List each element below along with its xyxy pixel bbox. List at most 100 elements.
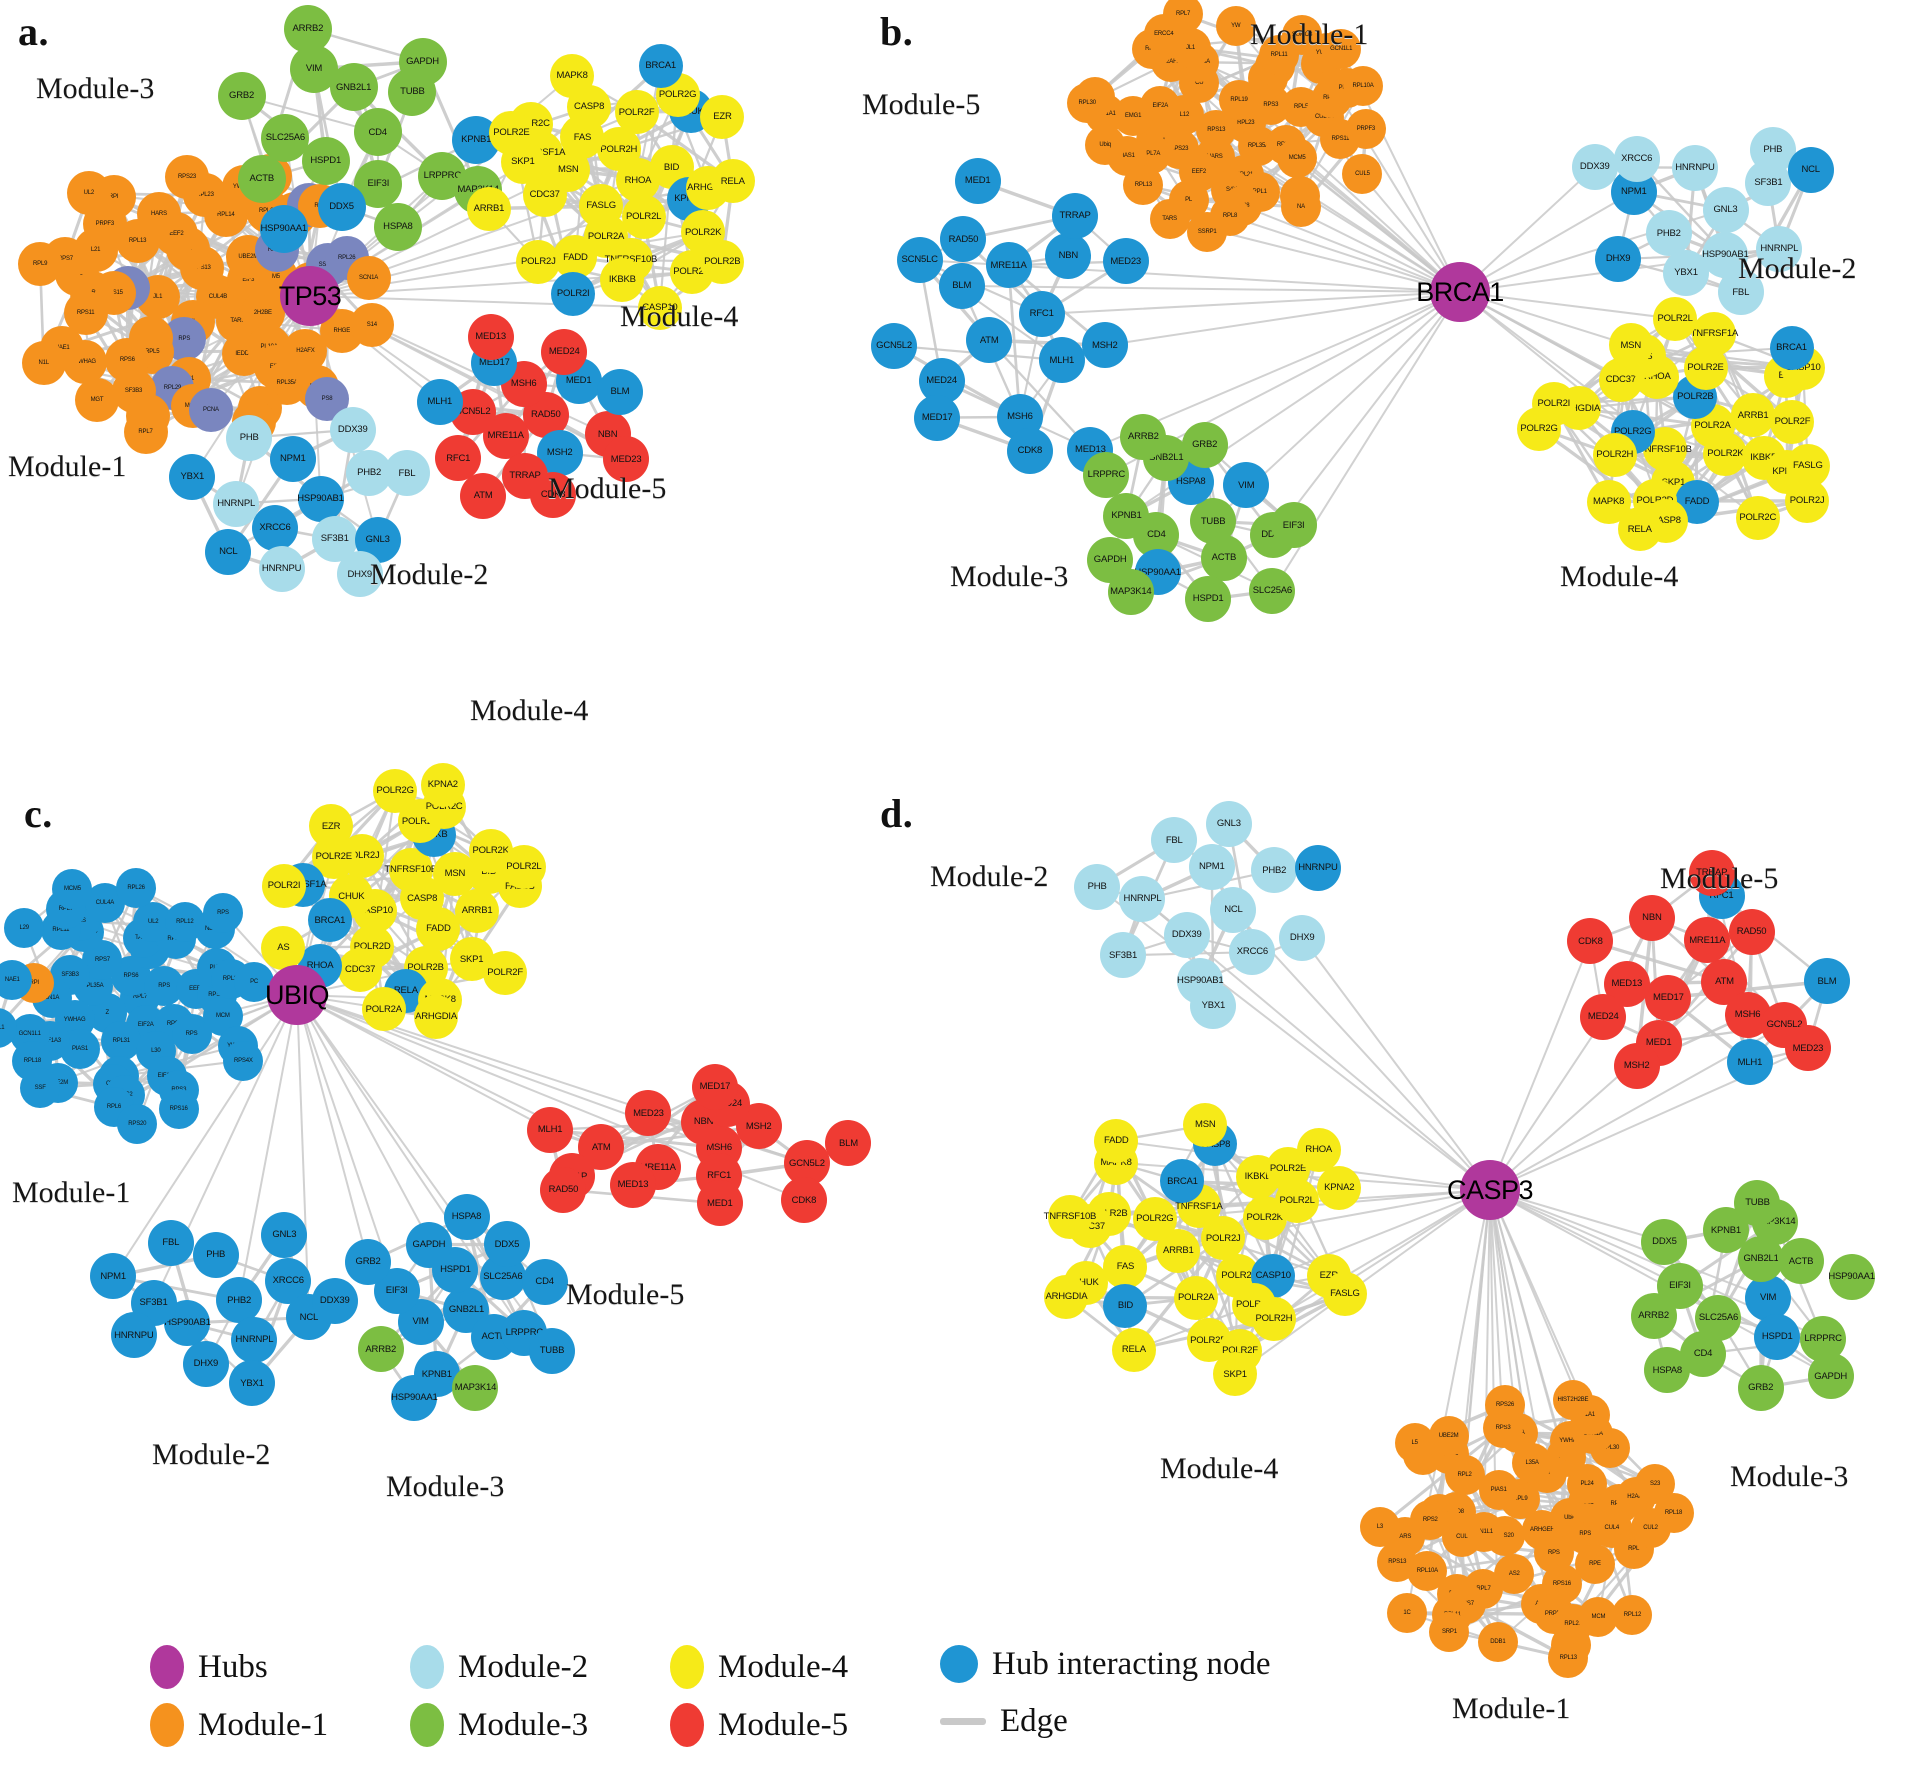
- panel-b-module2-node-DHX9[interactable]: DHX9: [1595, 236, 1642, 282]
- panel-c-module3-node-HSP90AA1[interactable]: HSP90AA1: [391, 1375, 438, 1422]
- panel-b-module5-node-MRE11A[interactable]: MRE11A: [985, 242, 1032, 289]
- panel-b-module5-node-NBN[interactable]: NBN: [1045, 232, 1092, 279]
- panel-c-module5-node-RAD50[interactable]: RAD50: [540, 1166, 587, 1213]
- panel-b-module3-node-EIF3I[interactable]: EIF3I: [1270, 502, 1317, 549]
- panel-a-module1-node-N1L[interactable]: N1L: [21, 341, 66, 386]
- panel-d-module5-node-BLM[interactable]: BLM: [1804, 958, 1850, 1005]
- panel-d-module4-node-FADD[interactable]: FADD: [1094, 1118, 1139, 1163]
- panel-d-module2-node-DDX39[interactable]: DDX39: [1163, 912, 1210, 959]
- panel-c-module4-node-AS[interactable]: AS: [261, 925, 306, 970]
- panel-a-module4-node-POLR2J[interactable]: POLR2J: [516, 239, 561, 284]
- panel-b-module1-node-TARS[interactable]: TARS: [1149, 199, 1190, 240]
- panel-b-module5-node-GCN5L2[interactable]: GCN5L2: [871, 322, 918, 369]
- panel-d-module2-node-NCL[interactable]: NCL: [1210, 887, 1257, 934]
- panel-d-module2-node-HNRNPU[interactable]: HNRNPU: [1294, 845, 1341, 892]
- panel-b-module2-node-NCL[interactable]: NCL: [1787, 146, 1834, 193]
- panel-a-module4-node-RELA[interactable]: RELA: [710, 159, 755, 204]
- panel-d-module1-node-HIST2H2BE[interactable]: HIST2H2BE: [1552, 1380, 1593, 1421]
- panel-a-module1-node-RPL7[interactable]: RPL7: [123, 410, 168, 455]
- panel-d-module4-node-BID[interactable]: BID: [1103, 1283, 1148, 1328]
- panel-c-module2-node-YBX1[interactable]: YBX1: [228, 1360, 275, 1407]
- panel-c-module4-node-BRCA1[interactable]: BRCA1: [307, 898, 352, 943]
- panel-a-module3-node-HSP90AA1[interactable]: HSP90AA1: [259, 205, 308, 254]
- panel-b-module5-node-RAD50[interactable]: RAD50: [940, 216, 987, 263]
- panel-c-module2-node-HNRNPU[interactable]: HNRNPU: [110, 1312, 157, 1359]
- panel-a-module4-node-ARRB1[interactable]: ARRB1: [466, 186, 511, 231]
- panel-a-hub-node[interactable]: TP53: [279, 266, 342, 326]
- panel-a-module5-node-MED24[interactable]: MED24: [541, 328, 588, 375]
- panel-b-module5-node-MED23[interactable]: MED23: [1102, 238, 1149, 285]
- panel-b-module1-node-SUMO3[interactable]: SUMO3: [1282, 14, 1323, 55]
- panel-c-module1-node-RPS16[interactable]: RPS16: [158, 1088, 199, 1129]
- panel-c-module2-node-FBL[interactable]: FBL: [147, 1219, 194, 1266]
- panel-c-module2-node-NPM1[interactable]: NPM1: [90, 1253, 137, 1300]
- panel-a-module3-node-DDX5[interactable]: DDX5: [317, 182, 366, 231]
- panel-a-module2-node-PHB[interactable]: PHB: [226, 414, 273, 461]
- panel-c-module5-node-MED13[interactable]: MED13: [609, 1161, 656, 1208]
- panel-b-module5-node-MSH2[interactable]: MSH2: [1081, 322, 1128, 369]
- panel-d-module1-node-L5[interactable]: L5: [1394, 1423, 1435, 1464]
- panel-b-module1-node-NA[interactable]: NA: [1280, 187, 1321, 228]
- panel-c-module1-node-RPL26[interactable]: RPL26: [116, 867, 157, 908]
- panel-d-module3-node-HSPA8[interactable]: HSPA8: [1644, 1347, 1691, 1394]
- panel-a-module2-node-HSP90AB1[interactable]: HSP90AB1: [297, 475, 344, 522]
- panel-a-module1-node-S14[interactable]: S14: [349, 303, 394, 348]
- panel-a-module4-node-IKBKB[interactable]: IKBKB: [600, 258, 645, 303]
- panel-d-module1-node-RPL18[interactable]: RPL18: [1653, 1492, 1694, 1533]
- panel-a-module4-node-POLR2F[interactable]: POLR2F: [614, 90, 659, 135]
- panel-b-module4-node-POLR2G[interactable]: POLR2G: [1517, 406, 1561, 451]
- panel-d-module5-node-CDK8[interactable]: CDK8: [1567, 918, 1614, 965]
- panel-d-module2-node-PHB[interactable]: PHB: [1074, 863, 1121, 910]
- panel-a-module1-node-PCNA[interactable]: PCNA: [188, 387, 233, 432]
- panel-d-module4-node-FAS[interactable]: FAS: [1103, 1244, 1148, 1289]
- panel-a-module2-node-FBL[interactable]: FBL: [383, 450, 430, 497]
- panel-b-module4-node-POLR2K[interactable]: POLR2K: [1703, 432, 1748, 476]
- panel-b-module5-node-SCN5LC[interactable]: SCN5LC: [896, 237, 943, 284]
- panel-a-module5-node-ATM[interactable]: ATM: [460, 472, 507, 519]
- panel-a-module2-node-XRCC6[interactable]: XRCC6: [251, 505, 298, 552]
- panel-d-module3-node-ACTB[interactable]: ACTB: [1778, 1238, 1825, 1285]
- panel-c-module3-node-GAPDH[interactable]: GAPDH: [405, 1221, 452, 1268]
- panel-c-module5-node-MLH1[interactable]: MLH1: [527, 1106, 574, 1153]
- panel-a-module1-node-RPS23[interactable]: RPS23: [165, 154, 210, 199]
- panel-a-module3-node-HSPD1[interactable]: HSPD1: [301, 136, 350, 185]
- panel-b-module2-node-XRCC6[interactable]: XRCC6: [1613, 135, 1660, 182]
- panel-a-module2-node-DDX39[interactable]: DDX39: [329, 406, 376, 453]
- panel-a-module3-node-GAPDH[interactable]: GAPDH: [398, 37, 447, 86]
- panel-c-module3-node-TUBB[interactable]: TUBB: [528, 1327, 575, 1374]
- panel-b-module3-node-HSPD1[interactable]: HSPD1: [1185, 576, 1232, 623]
- panel-b-module1-node-RPL13[interactable]: RPL13: [1123, 165, 1164, 206]
- panel-d-module4-node-RELA[interactable]: RELA: [1111, 1327, 1156, 1372]
- panel-d-module4-node-POLR2A[interactable]: POLR2A: [1174, 1276, 1219, 1321]
- panel-c-module1-node-L29[interactable]: L29: [4, 907, 45, 948]
- panel-b-module5-node-MED1[interactable]: MED1: [954, 157, 1001, 204]
- panel-a-module4-node-POLR2L[interactable]: POLR2L: [621, 195, 666, 240]
- panel-c-module1-node-RPS20[interactable]: RPS20: [117, 1104, 158, 1144]
- panel-b-module4-node-POLR2H[interactable]: POLR2H: [1592, 432, 1637, 477]
- panel-d-module4-node-RHOA[interactable]: RHOA: [1296, 1128, 1341, 1173]
- panel-d-module3-node-GRB2[interactable]: GRB2: [1737, 1364, 1784, 1411]
- panel-c-module2-node-GNL3[interactable]: GNL3: [261, 1211, 308, 1258]
- panel-b-module5-node-ATM[interactable]: ATM: [966, 317, 1013, 364]
- panel-b-module3-node-MAP3K14[interactable]: MAP3K14: [1107, 568, 1154, 615]
- panel-a-module4-node-MAPK8[interactable]: MAPK8: [550, 53, 595, 98]
- panel-b-module4-node-RELA[interactable]: RELA: [1617, 507, 1662, 552]
- panel-d-module3-node-HSPD1[interactable]: HSPD1: [1754, 1314, 1801, 1361]
- panel-a-module3-node-HSPA8[interactable]: HSPA8: [373, 202, 422, 251]
- panel-c-module2-node-DHX9[interactable]: DHX9: [182, 1341, 229, 1388]
- panel-a-module1-node-RPL9[interactable]: RPL9: [18, 241, 63, 286]
- panel-c-module5-node-CDK8[interactable]: CDK8: [780, 1177, 827, 1224]
- panel-d-module4-node-POLR2H[interactable]: POLR2H: [1251, 1296, 1296, 1341]
- panel-d-module1-node-PIAS1[interactable]: PIAS1: [1478, 1470, 1519, 1511]
- panel-c-module3-node-GRB2[interactable]: GRB2: [345, 1239, 392, 1286]
- panel-c-module4-node-POLR2A[interactable]: POLR2A: [361, 987, 406, 1032]
- panel-a-module1-node-MGT[interactable]: MGT: [75, 377, 119, 422]
- panel-b-module5-node-RFC1[interactable]: RFC1: [1018, 291, 1065, 338]
- panel-d-module4-node-FASLG[interactable]: FASLG: [1322, 1271, 1367, 1316]
- panel-a-module5-node-MLH1[interactable]: MLH1: [416, 379, 463, 426]
- panel-d-module4-node-ARHGDIA[interactable]: ARHGDIA: [1044, 1275, 1089, 1320]
- panel-c-module5-node-MED23[interactable]: MED23: [625, 1090, 672, 1137]
- panel-b-module3-node-LRPPRC[interactable]: LRPPRC: [1083, 451, 1130, 498]
- panel-a-module1-node-UL2[interactable]: UL2: [66, 171, 111, 216]
- panel-a-module1-node-HARS[interactable]: HARS: [136, 192, 181, 237]
